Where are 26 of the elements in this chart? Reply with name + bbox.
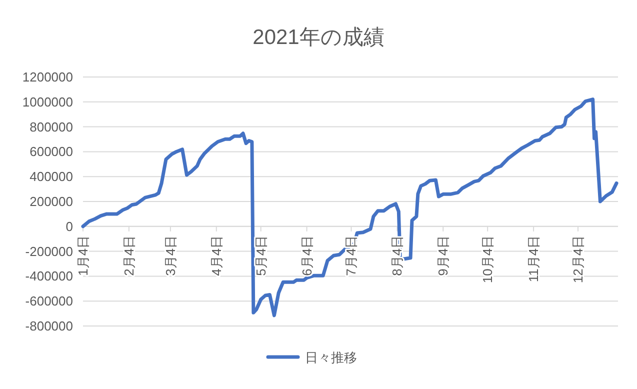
x-tick-label: 7月4日	[344, 235, 359, 276]
y-tick-label: 1000000	[22, 94, 73, 110]
y-tick-label: 800000	[30, 119, 73, 134]
x-tick-label: 3月4日	[162, 235, 178, 276]
x-tick-label: 10月4日	[480, 235, 496, 284]
y-tick-label: -200000	[25, 244, 73, 259]
legend-label: 日々推移	[305, 350, 357, 365]
x-tick-label: 5月4日	[253, 235, 268, 276]
y-tick-label: -400000	[25, 268, 73, 284]
chart-title: 2021年の成績	[252, 26, 384, 49]
y-tick-label: 600000	[30, 144, 73, 160]
y-tick-label: -800000	[25, 318, 73, 334]
x-tick-label: 6月4日	[299, 235, 314, 276]
x-tick-label: 8月4日	[390, 235, 405, 276]
x-tick-label: 12月4日	[570, 235, 586, 284]
x-tick-label: 4月4日	[208, 235, 224, 276]
x-tick-label: 11月4日	[526, 235, 542, 282]
y-tick-label: -600000	[25, 294, 73, 309]
legend: 日々推移	[266, 350, 357, 365]
x-tick-label: 9月4日	[436, 235, 451, 276]
y-tick-label: 1200000	[22, 70, 73, 84]
x-tick-label: 2月4日	[121, 235, 136, 276]
y-tick-label: 200000	[30, 194, 73, 209]
y-tick-label: 400000	[30, 169, 73, 184]
y-tick-label: 0	[66, 218, 73, 234]
x-tick-label: 1月4日	[76, 235, 90, 276]
